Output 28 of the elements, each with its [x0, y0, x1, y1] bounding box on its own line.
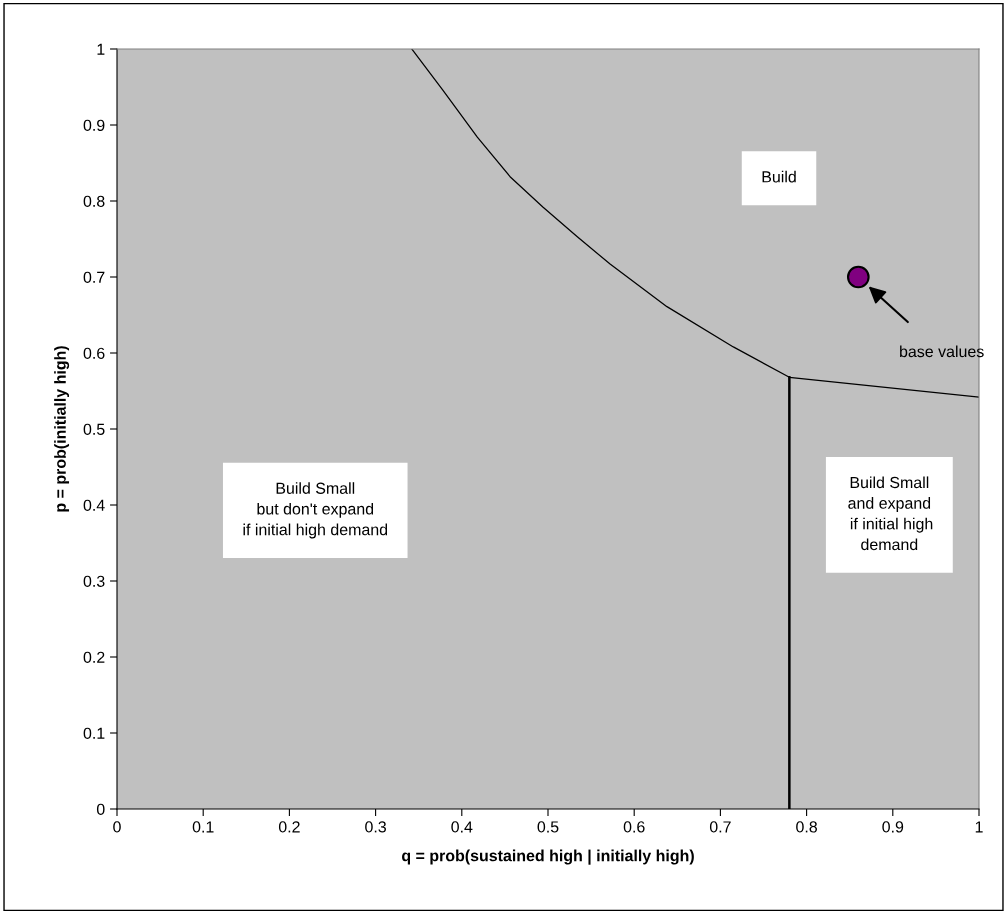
- x-tick-label: 0.7: [709, 821, 731, 833]
- x-tick-label: 0.6: [623, 821, 645, 833]
- annotation: base values: [900, 345, 984, 358]
- x-axis-title: q = prob(sustained high | initially high): [402, 849, 694, 865]
- annotation: Build Small but don't expand if initial high demand: [243, 482, 388, 539]
- x-tick-label: 0.3: [365, 821, 386, 833]
- y-tick-label: 0.9: [83, 119, 105, 131]
- y-axis-title: p = prob(initially high): [54, 346, 70, 512]
- y-tick-label: 0.4: [83, 499, 105, 511]
- y-tick-label: 0.2: [83, 651, 105, 663]
- y-tick-label: 0.5: [83, 423, 105, 435]
- y-tick-label: 0.8: [83, 195, 105, 207]
- x-tick-label: 0.4: [451, 821, 473, 833]
- y-tick-label: 0.6: [83, 347, 105, 359]
- y-tick-label: 0.3: [83, 575, 105, 587]
- x-tick-label: 0.5: [537, 821, 559, 833]
- x-tick-label: 0: [113, 821, 121, 833]
- annotation: Build: [762, 170, 796, 183]
- x-tick-label: 0.1: [192, 821, 214, 833]
- x-tick-label: 0.2: [278, 821, 300, 833]
- annotation: Build Small and expand if initial high demand: [848, 476, 933, 551]
- y-tick-label: 0: [96, 803, 105, 815]
- x-tick-label: 0.8: [796, 821, 818, 833]
- x-tick-label: 0.9: [882, 821, 904, 833]
- y-tick-label: 0.1: [83, 727, 105, 739]
- y-tick-label: 0.7: [83, 271, 105, 283]
- y-tick-label: 1: [97, 43, 105, 55]
- x-tick-label: 1: [975, 821, 983, 833]
